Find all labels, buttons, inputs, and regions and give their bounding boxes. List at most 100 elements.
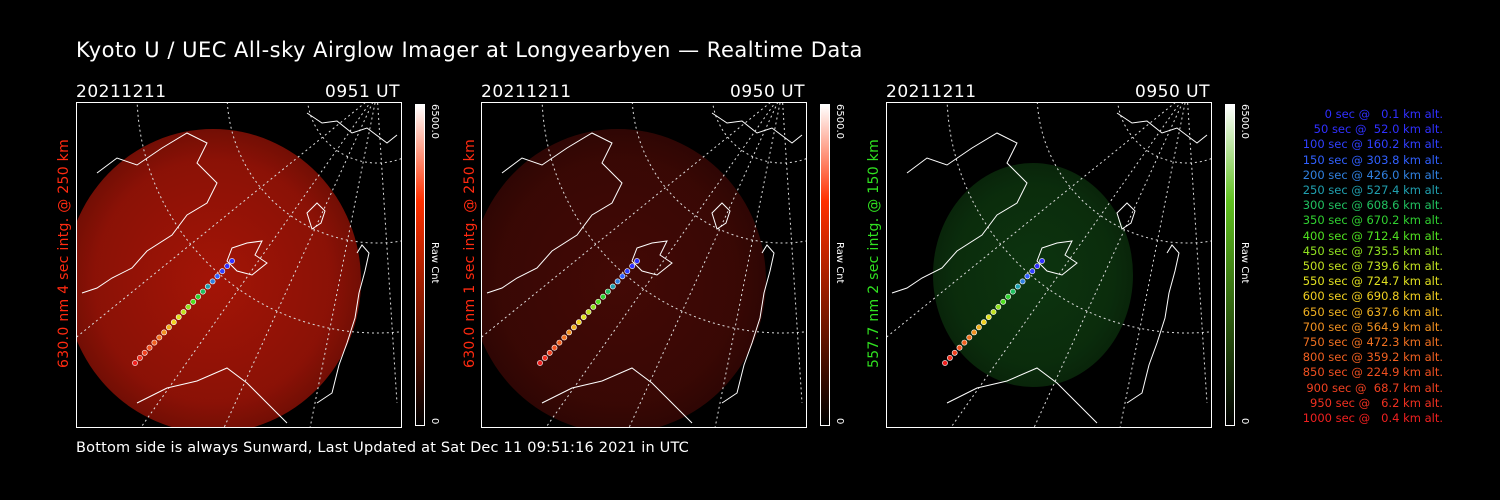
trajectory-point — [551, 344, 558, 351]
panel-1-cbar-min: 0 — [429, 418, 440, 425]
legend-entry: 500 sec @ 739.6 km alt. — [1302, 259, 1443, 274]
coastline — [486, 112, 803, 424]
panel-3-cbar-unit: Raw Cnt — [1239, 242, 1250, 284]
legend-entry: 1000 sec @ 0.4 km alt. — [1302, 411, 1443, 426]
trajectory-point — [175, 314, 182, 320]
trajectory-point — [200, 288, 206, 295]
page-title: Kyoto U / UEC All-sky Airglow Imager at … — [76, 38, 863, 62]
longitude-grid-line — [950, 103, 1181, 427]
panel-1-time: 0951 UT — [325, 82, 400, 102]
longitude-grid-line — [887, 103, 1176, 338]
panel-2-cbar-unit: Raw Cnt — [834, 242, 845, 284]
legend-entry: 850 sec @ 224.9 km alt. — [1302, 365, 1443, 380]
trajectory-point — [1005, 293, 1011, 300]
panel-3-date: 20211211 — [886, 82, 977, 102]
longitude-grid-line — [140, 103, 371, 427]
coastline — [81, 112, 398, 424]
legend-entry: 950 sec @ 6.2 km alt. — [1310, 395, 1443, 410]
longitude-grid-line — [1187, 103, 1208, 404]
legend-entry: 150 sec @ 303.8 km alt. — [1302, 152, 1443, 167]
panel-2-airglow-map — [481, 102, 807, 428]
trajectory-point — [956, 344, 963, 351]
panel-1-date: 20211211 — [76, 82, 167, 102]
trajectory-point — [966, 334, 973, 341]
legend-entry: 50 sec @ 52.0 km alt. — [1313, 122, 1443, 137]
longitude-grid-line — [223, 103, 373, 427]
trajectory-point — [580, 314, 587, 320]
panel-2-time: 0950 UT — [730, 82, 805, 102]
panel-3-cbar-min: 0 — [1239, 418, 1250, 425]
legend-entry: 250 sec @ 527.4 km alt. — [1302, 183, 1443, 198]
trajectory-point — [990, 309, 997, 315]
trajectory-point — [537, 360, 543, 366]
trajectory-point — [1029, 268, 1036, 275]
trajectory-point — [985, 314, 992, 320]
legend-entry: 700 sec @ 564.9 km alt. — [1302, 319, 1443, 334]
panel-1-airglow-map — [76, 102, 402, 428]
trajectory-point — [571, 324, 577, 331]
legend-entry: 200 sec @ 426.0 km alt. — [1302, 167, 1443, 182]
longitude-grid-line — [782, 103, 803, 404]
panel-2-cbar-max: 6500.0 — [834, 104, 845, 139]
latitude-grid-line — [631, 103, 806, 244]
trajectory-point — [600, 293, 606, 300]
coastline — [891, 112, 1208, 424]
legend-entry: 400 sec @ 712.4 km alt. — [1302, 228, 1443, 243]
trajectory-point — [961, 339, 968, 346]
panel-1-cbar-max: 6500.0 — [429, 104, 440, 139]
trajectory-point — [619, 273, 626, 280]
latitude-grid-line — [712, 103, 806, 164]
trajectory-point — [170, 319, 177, 326]
trajectory-point — [229, 258, 235, 264]
trajectory-point — [1010, 288, 1016, 295]
trajectory-point — [951, 349, 958, 356]
latitude-grid-line — [136, 103, 401, 334]
trajectory-point — [1034, 263, 1041, 269]
longitude-grid-line — [482, 103, 771, 338]
trajectory-point — [1019, 278, 1026, 285]
trajectory-point — [1039, 258, 1045, 264]
longitude-grid-line — [77, 103, 366, 338]
trajectory-point — [976, 324, 982, 331]
panel-1-colorbar — [415, 104, 425, 426]
trajectory-point — [947, 354, 953, 361]
trajectory-point — [166, 324, 172, 331]
trajectory-point — [219, 268, 226, 275]
trajectory-point — [195, 293, 201, 300]
trajectory-point — [132, 360, 138, 366]
trajectory-point — [141, 349, 148, 356]
panel-3-airglow-map — [886, 102, 1212, 428]
trajectory-point — [209, 278, 216, 285]
panel-2-cbar-min: 0 — [834, 418, 845, 425]
footer-status: Bottom side is always Sunward, Last Upda… — [76, 440, 690, 456]
legend-entry: 0 sec @ 0.1 km alt. — [1324, 107, 1443, 121]
panel-3-cbar-max: 6500.0 — [1239, 104, 1250, 139]
panel-3-colorbar — [1225, 104, 1235, 426]
trajectory-point — [137, 354, 143, 361]
legend-entry: 900 sec @ 68.7 km alt. — [1306, 380, 1443, 395]
trajectory-point — [566, 329, 572, 336]
trajectory-legend: 0 sec @ 0.1 km alt. 50 sec @ 52.0 km alt.… — [1260, 107, 1443, 426]
legend-entry: 650 sec @ 637.6 km alt. — [1302, 304, 1443, 319]
latitude-grid-line — [946, 103, 1211, 334]
trajectory-point — [595, 298, 602, 305]
trajectory-point — [542, 354, 548, 361]
trajectory-point — [624, 268, 631, 275]
latitude-grid-line — [307, 103, 401, 164]
panel-1-ylabel: 630.0 nm 4 sec intg. @ 250 km — [56, 138, 72, 368]
legend-entry: 300 sec @ 608.6 km alt. — [1302, 198, 1443, 213]
panel-1-cbar-unit: Raw Cnt — [429, 242, 440, 284]
trajectory-point — [609, 283, 616, 290]
trajectory-point — [146, 344, 153, 351]
trajectory-point — [1000, 298, 1007, 305]
longitude-grid-line — [377, 103, 398, 404]
trajectory-point — [151, 339, 158, 346]
trajectory-point — [190, 298, 197, 305]
trajectory-point — [575, 319, 582, 326]
trajectory-point — [556, 339, 563, 346]
trajectory-point — [971, 329, 977, 336]
legend-entry: 350 sec @ 670.2 km alt. — [1302, 213, 1443, 228]
trajectory-point — [204, 283, 211, 290]
legend-entry: 100 sec @ 160.2 km alt. — [1302, 137, 1443, 152]
trajectory-point — [995, 303, 1002, 310]
